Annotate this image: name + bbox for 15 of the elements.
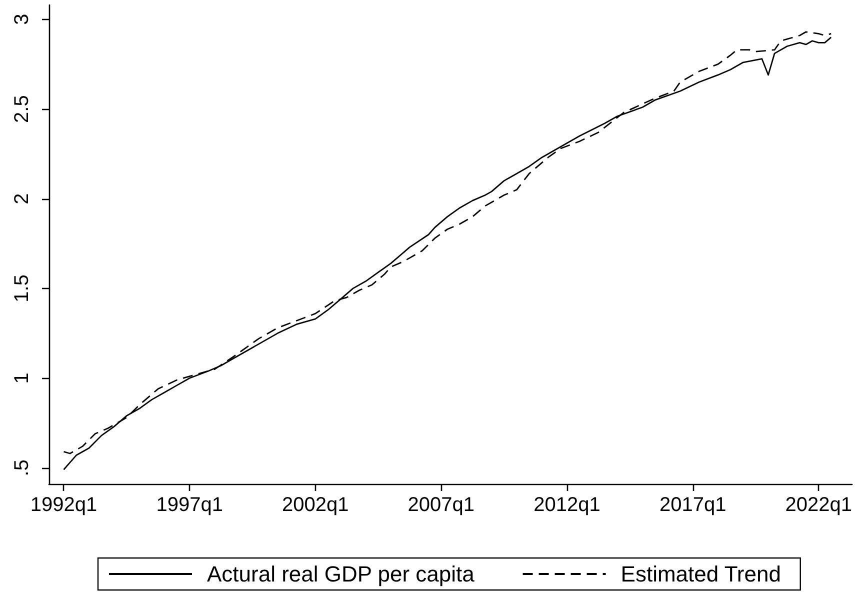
y-tick-label: .5 xyxy=(11,460,33,476)
x-tick-label: 2022q1 xyxy=(785,494,852,516)
y-tick-label: 3 xyxy=(11,14,33,25)
x-tick-label: 2002q1 xyxy=(282,494,349,516)
x-tick-label: 2012q1 xyxy=(534,494,600,516)
y-tick-label: 2.5 xyxy=(11,95,33,123)
legend-label: Actural real GDP per capita xyxy=(207,562,476,586)
x-tick-label: 1997q1 xyxy=(156,494,223,516)
y-tick-label: 2 xyxy=(11,193,33,204)
legend-label: Estimated Trend xyxy=(620,562,781,586)
y-tick-label: 1 xyxy=(11,372,33,384)
x-tick-label: 1992q1 xyxy=(30,494,98,516)
x-tick-label: 2007q1 xyxy=(408,494,475,516)
y-tick-label: 1.5 xyxy=(11,274,33,302)
x-tick-label: 2017q1 xyxy=(659,494,726,516)
